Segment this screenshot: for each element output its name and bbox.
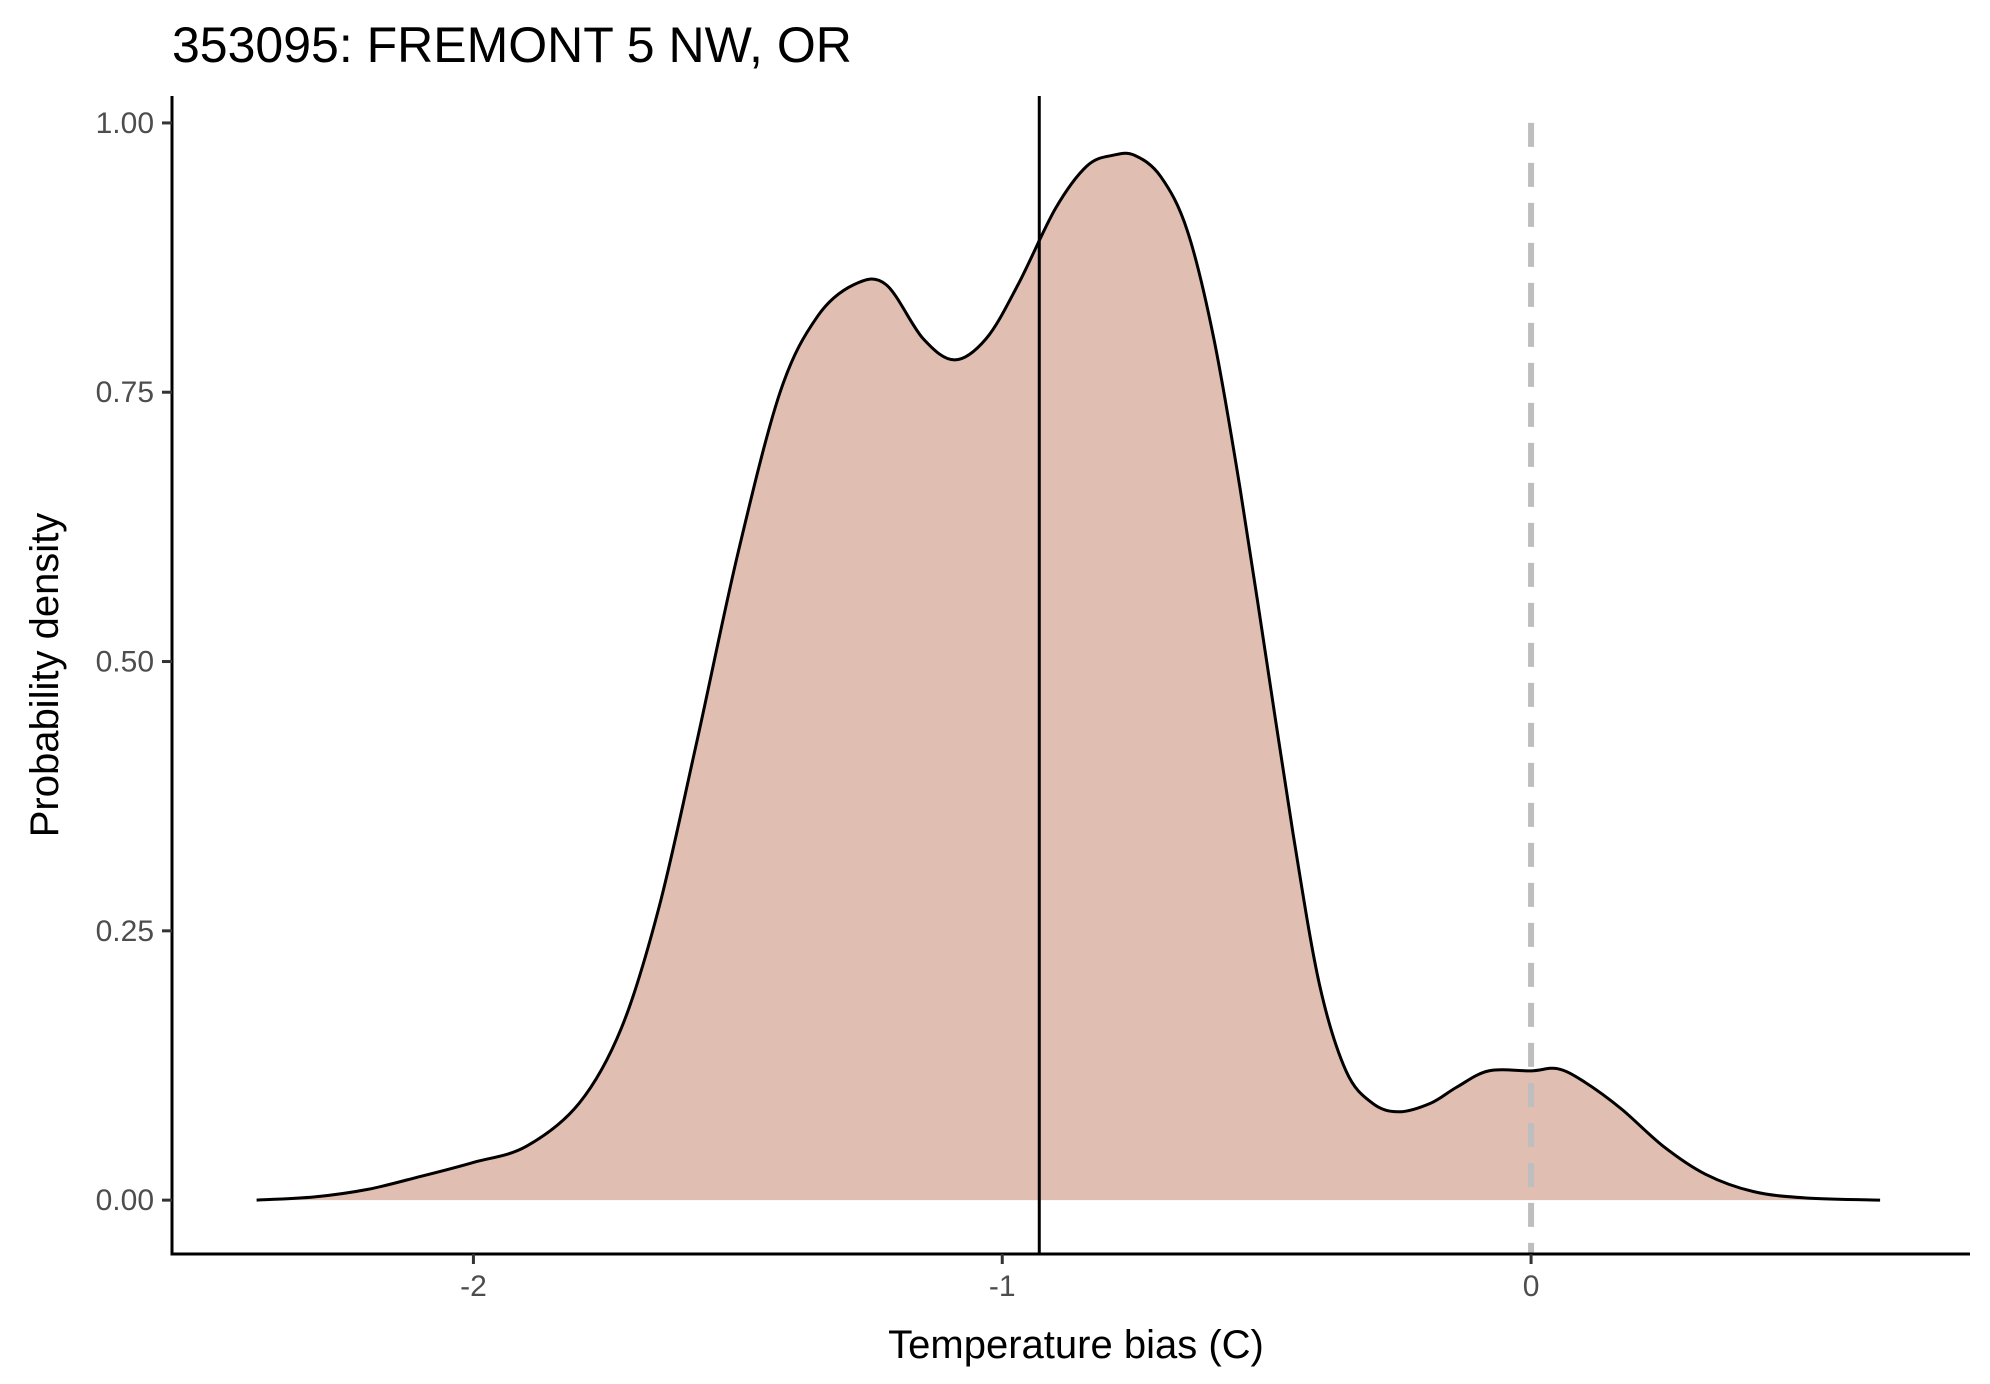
y-axis-label: Probability density xyxy=(23,513,67,838)
x-tick-label: 0 xyxy=(1523,1270,1540,1303)
x-tick-label: -2 xyxy=(460,1270,487,1303)
y-tick-label: 0.00 xyxy=(96,1184,154,1217)
density-area xyxy=(256,153,1881,1201)
density-curve xyxy=(256,151,1881,1202)
plot-area xyxy=(256,96,1881,1254)
y-tick-label: 0.50 xyxy=(96,646,154,679)
y-tick-label: 1.00 xyxy=(96,107,154,140)
x-tick-label: -1 xyxy=(989,1270,1016,1303)
axes: 0.00 0.25 0.50 0.75 1.00 -2 -1 0 xyxy=(96,96,1970,1303)
x-axis-label: Temperature bias (C) xyxy=(888,1323,1264,1367)
y-tick-label: 0.25 xyxy=(96,915,154,948)
y-tick-label: 0.75 xyxy=(96,376,154,409)
chart-title: 353095: FREMONT 5 NW, OR xyxy=(172,17,852,73)
